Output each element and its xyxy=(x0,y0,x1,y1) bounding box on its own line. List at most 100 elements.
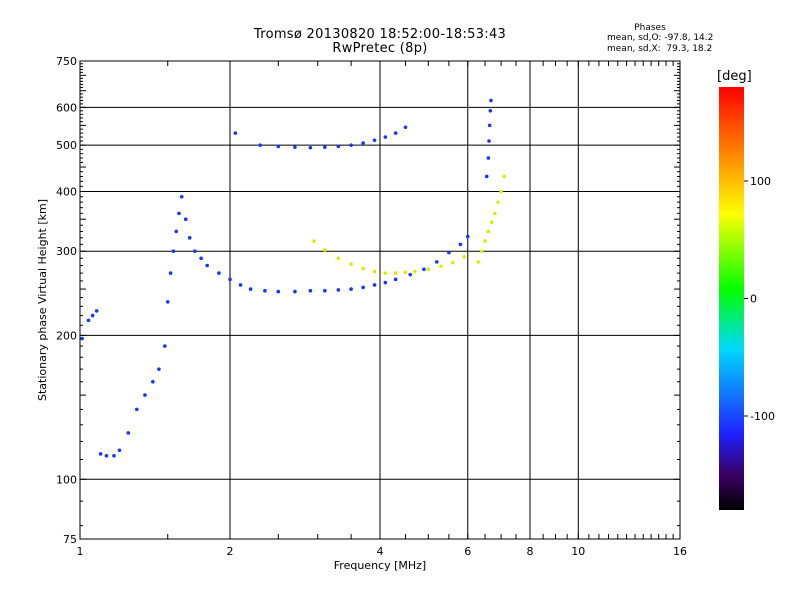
data-point xyxy=(484,174,489,179)
data-point xyxy=(86,318,91,323)
y-tick-label: 75 xyxy=(63,533,77,546)
data-point xyxy=(361,285,365,290)
data-point xyxy=(422,267,426,272)
x-tick-label: 8 xyxy=(527,545,534,558)
data-point xyxy=(489,98,493,103)
data-point xyxy=(383,280,388,285)
x-tick-label: 6 xyxy=(464,545,471,558)
data-point xyxy=(168,271,173,275)
y-tick-label: 300 xyxy=(56,245,77,258)
data-point xyxy=(263,288,267,293)
x-tick-label: 4 xyxy=(377,545,384,558)
data-point xyxy=(393,271,398,275)
y-tick-label: 750 xyxy=(56,55,77,68)
data-point xyxy=(179,194,184,199)
data-point xyxy=(117,448,122,453)
data-point xyxy=(476,260,481,264)
data-point xyxy=(151,379,155,384)
phases-heading: Phases xyxy=(634,23,666,33)
data-point xyxy=(187,236,192,240)
y-tick-label: 200 xyxy=(56,329,77,342)
data-point xyxy=(165,300,170,304)
data-point xyxy=(336,144,341,149)
data-point xyxy=(323,145,327,150)
data-point xyxy=(434,260,439,264)
data-point xyxy=(276,144,281,149)
data-point xyxy=(451,260,455,265)
colorbar-label: [deg] xyxy=(717,69,752,84)
data-point xyxy=(462,255,466,259)
data-point xyxy=(163,344,167,348)
colorbar-tick-label: 100 xyxy=(750,175,771,188)
data-point xyxy=(349,143,353,147)
y-tick-label: 500 xyxy=(56,139,77,152)
data-point xyxy=(205,263,209,268)
x-axis-label: Frequency [MHz] xyxy=(334,559,426,572)
data-point xyxy=(157,367,161,371)
phases-x-line: mean, sd,X: 79.3, 18.2 xyxy=(607,44,713,54)
data-point xyxy=(308,288,313,293)
chart-title: Tromsø 20130820 18:52:00-18:53:43 xyxy=(253,27,507,42)
data-point xyxy=(308,145,313,150)
phases-o-line: mean, sd,O: -97.8, 14.2 xyxy=(607,33,714,43)
data-point xyxy=(393,277,398,282)
x-tick-label: 2 xyxy=(227,545,234,558)
data-point xyxy=(483,239,487,243)
data-points xyxy=(80,98,506,458)
data-point xyxy=(479,249,484,254)
colorbar-ticks: 100 0 -100 xyxy=(744,175,775,423)
data-point xyxy=(486,156,491,160)
data-point xyxy=(372,138,377,143)
colorbar xyxy=(719,87,744,510)
x-tick-label: 1 xyxy=(77,545,84,558)
data-point xyxy=(293,289,297,294)
data-point xyxy=(171,249,176,254)
data-point xyxy=(403,270,408,275)
data-point xyxy=(393,131,398,135)
axes: 1 2 4 6 8 10 16 75 100 200 300 400 500 600 750 xyxy=(56,55,687,558)
data-point xyxy=(336,256,341,261)
data-point xyxy=(403,125,408,130)
data-point xyxy=(90,313,95,318)
data-point xyxy=(496,200,500,204)
data-point xyxy=(383,135,388,139)
data-point xyxy=(487,139,491,143)
x-tick-label: 10 xyxy=(571,545,585,558)
data-point xyxy=(276,289,281,294)
data-point xyxy=(372,283,377,287)
y-tick-label: 100 xyxy=(56,473,77,486)
data-point xyxy=(488,109,493,113)
data-point xyxy=(349,287,353,291)
data-point xyxy=(233,131,238,135)
y-axis-label: Stationary phase Virtual Height [km] xyxy=(36,199,49,401)
data-point xyxy=(486,229,491,234)
data-point xyxy=(238,283,243,287)
data-point xyxy=(183,217,188,222)
data-point xyxy=(336,288,341,292)
data-point xyxy=(228,277,232,282)
data-point xyxy=(499,189,503,194)
data-point xyxy=(126,431,131,435)
data-point xyxy=(94,309,99,313)
data-point xyxy=(80,336,84,341)
data-point xyxy=(217,271,221,275)
colorbar-tick-label: 0 xyxy=(750,293,757,306)
data-point xyxy=(447,250,451,255)
data-point xyxy=(312,239,316,243)
data-point xyxy=(112,453,116,458)
data-point xyxy=(174,229,179,234)
x-tick-label: 16 xyxy=(673,545,687,558)
data-point xyxy=(408,272,413,277)
data-point xyxy=(258,143,263,147)
grid-lines xyxy=(80,61,680,539)
data-point xyxy=(372,269,377,274)
y-tick-label: 600 xyxy=(56,101,77,114)
y-tick-label: 400 xyxy=(56,185,77,198)
data-point xyxy=(439,264,443,269)
data-point xyxy=(248,287,253,291)
data-point xyxy=(349,262,353,266)
data-point xyxy=(489,220,494,225)
data-point xyxy=(465,234,470,239)
data-point xyxy=(293,145,297,150)
